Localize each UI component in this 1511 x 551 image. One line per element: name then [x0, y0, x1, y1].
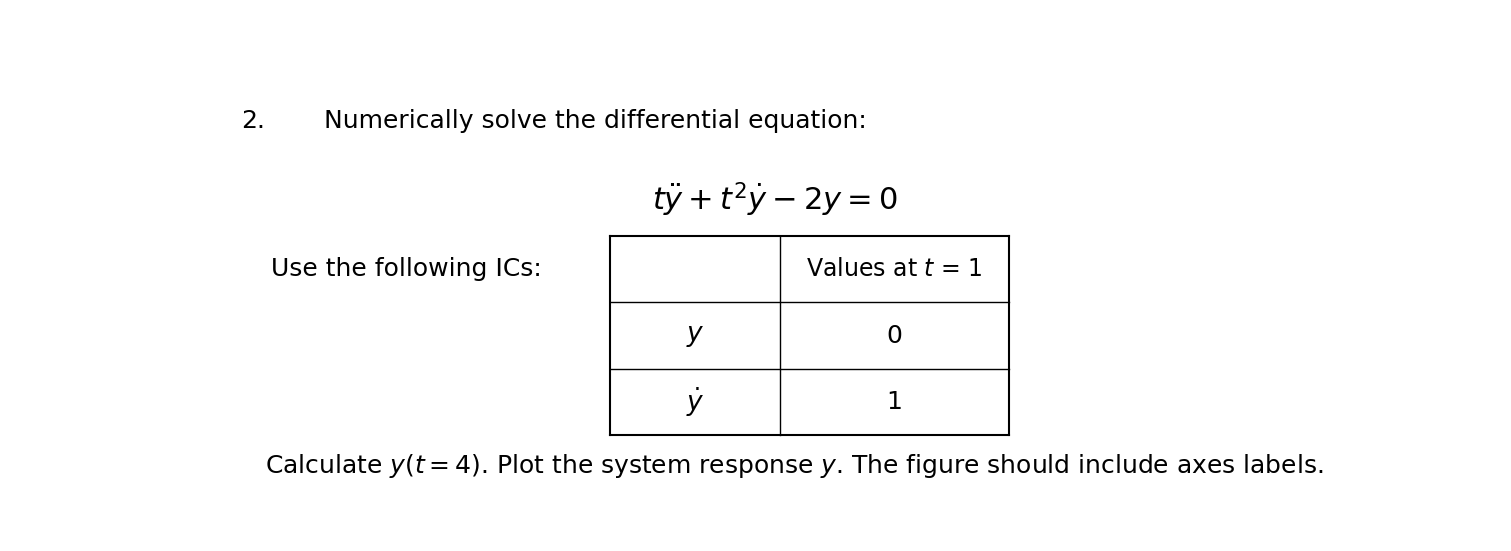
Text: $\dot{y}$: $\dot{y}$ — [686, 385, 704, 419]
Text: Values at $t$ = 1: Values at $t$ = 1 — [805, 257, 982, 281]
Text: Calculate $y(t = 4)$. Plot the system response $y$. The figure should include ax: Calculate $y(t = 4)$. Plot the system re… — [264, 452, 1324, 480]
Text: 2.: 2. — [242, 109, 266, 133]
Text: 0: 0 — [887, 323, 902, 348]
Text: $y$: $y$ — [686, 322, 704, 349]
Text: Use the following ICs:: Use the following ICs: — [270, 257, 541, 281]
Text: $t\ddot{y} + t^2\dot{y} - 2y = 0$: $t\ddot{y} + t^2\dot{y} - 2y = 0$ — [651, 181, 898, 219]
Text: 1: 1 — [887, 390, 902, 414]
Text: Numerically solve the differential equation:: Numerically solve the differential equat… — [323, 109, 866, 133]
